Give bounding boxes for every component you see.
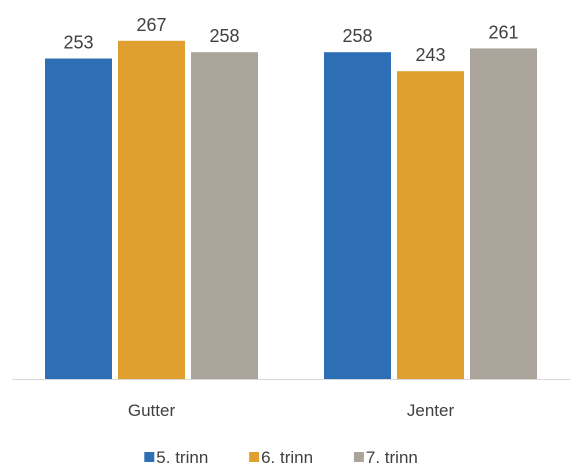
bar-gutter-6-trinn	[118, 40, 185, 380]
legend-swatch-7-trinn	[353, 452, 364, 462]
bar-jenter-6-trinn	[397, 71, 464, 379]
x-tick-label-jenter: Jenter	[407, 401, 455, 420]
data-label-jenter-5-trinn: 258	[342, 26, 372, 46]
data-label-gutter-7-trinn: 258	[209, 26, 239, 46]
legend-label-5-trinn: 5. trinn	[156, 448, 208, 467]
x-tick-label-gutter: Gutter	[128, 401, 176, 420]
legend-label-6-trinn: 6. trinn	[261, 448, 313, 467]
data-label-gutter-6-trinn: 267	[136, 15, 166, 35]
legend-label-7-trinn: 7. trinn	[366, 448, 418, 467]
bar-jenter-7-trinn	[470, 48, 537, 380]
bar-jenter-5-trinn	[324, 52, 391, 379]
legend-swatch-5-trinn	[144, 452, 155, 462]
data-labels-group: 253 267 258 258 243 261	[63, 15, 518, 65]
legend-swatch-6-trinn	[249, 452, 260, 462]
data-label-gutter-5-trinn: 253	[63, 33, 93, 53]
bar-gutter-7-trinn	[191, 52, 258, 379]
bar-gutter-5-trinn	[45, 58, 112, 379]
bars-group	[45, 40, 537, 380]
legend: 5. trinn 6. trinn 7. trinn	[144, 448, 418, 467]
data-label-jenter-6-trinn: 243	[415, 45, 445, 65]
x-tick-labels-group: Gutter Jenter	[128, 401, 455, 420]
data-label-jenter-7-trinn: 261	[488, 22, 518, 42]
